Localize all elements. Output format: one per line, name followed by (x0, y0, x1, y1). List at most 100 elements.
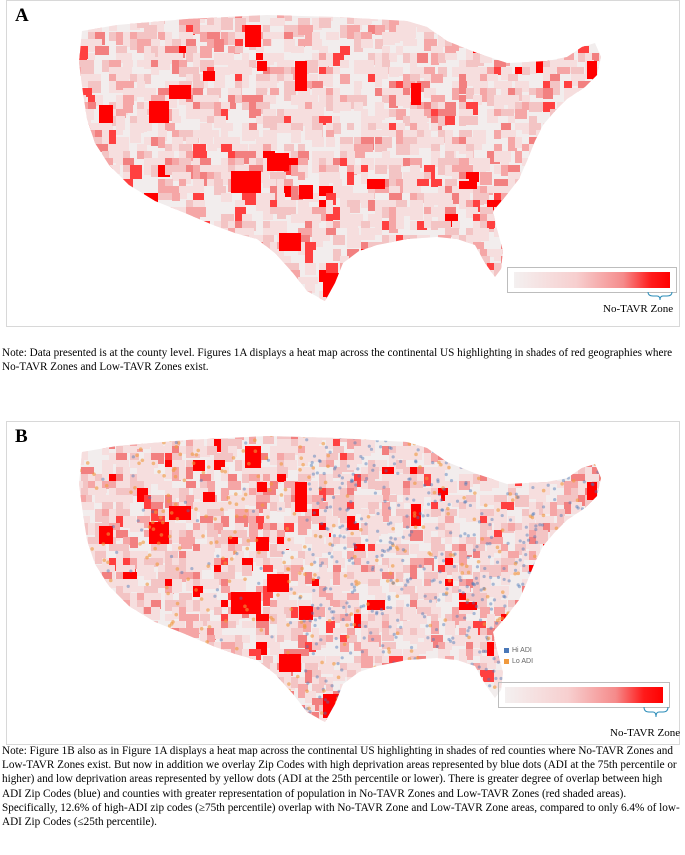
county-cell (396, 88, 408, 95)
lo-adi-dot (176, 702, 181, 707)
county-cell (200, 235, 213, 249)
county-cell (424, 705, 434, 713)
hi-adi-dot (492, 669, 496, 673)
county-cell (494, 32, 505, 44)
county-cell (445, 228, 455, 237)
lo-adi-dot (390, 564, 395, 568)
hi-adi-dot (591, 582, 595, 586)
county-cell (564, 18, 572, 26)
county-cell (67, 544, 76, 556)
hi-adi-dot (561, 478, 566, 483)
county-cell (109, 270, 121, 282)
hi-adi-dot (326, 700, 330, 704)
hi-adi-dot (436, 480, 440, 484)
hi-adi-dot (557, 552, 561, 556)
county-cell (494, 95, 508, 105)
hi-adi-dot (422, 615, 427, 619)
lo-adi-dot (513, 571, 517, 576)
county-cell (543, 18, 550, 32)
county-cell (445, 586, 452, 593)
county-cell (179, 235, 191, 246)
lo-adi-dot (328, 542, 332, 546)
county-cell (375, 109, 385, 120)
county-cell (606, 453, 613, 465)
county-cell (172, 15, 179, 20)
hi-adi-dot (311, 716, 315, 720)
lo-adi-dot (515, 495, 519, 500)
county-cell (172, 235, 179, 244)
county-cell (81, 165, 94, 175)
county-cell (109, 436, 122, 443)
lo-adi-dot (601, 463, 605, 467)
county-cell (354, 614, 361, 628)
county-cell (102, 15, 114, 23)
county-cell (79, 502, 81, 510)
county-cell (312, 32, 320, 42)
county-cell (494, 102, 504, 109)
county-cell (410, 593, 418, 604)
county-cell (424, 607, 437, 616)
county-cell (235, 158, 244, 168)
county-cell (585, 32, 599, 39)
county-cell (186, 88, 198, 97)
hi-adi-dot (428, 676, 432, 680)
lo-adi-dot (443, 702, 447, 707)
county-cell (158, 123, 168, 131)
lo-adi-dot (178, 452, 183, 457)
hi-adi-dot (533, 631, 537, 635)
county-cell (571, 565, 585, 577)
county-cell (165, 221, 179, 230)
hi-adi-dot (327, 551, 332, 556)
county-cell (221, 53, 234, 60)
county-cell (382, 670, 396, 684)
lo-adi-dot (285, 710, 290, 715)
county-cell (347, 523, 359, 532)
county-cell (137, 684, 145, 692)
county-cell (564, 460, 573, 469)
county-cell (445, 151, 454, 165)
county-cell (599, 123, 601, 130)
county-cell (564, 179, 575, 192)
county-cell (242, 102, 249, 110)
county-cell (116, 446, 123, 457)
county-cell (585, 453, 592, 466)
county-cell (242, 256, 251, 270)
county-cell (473, 249, 486, 256)
county-cell (277, 18, 285, 26)
county-cell (151, 291, 165, 298)
us-heat-map-b (67, 436, 613, 722)
county-cell (564, 95, 576, 107)
county-cell (116, 235, 124, 242)
lo-adi-dot (394, 545, 399, 550)
county-cell (515, 186, 525, 200)
hi-adi-dot (468, 489, 473, 493)
county-cell (550, 642, 560, 656)
lo-adi-dot (556, 551, 560, 556)
hi-adi-dot (91, 662, 95, 666)
hi-adi-dot (436, 478, 440, 482)
county-cell (67, 270, 75, 280)
county-cell (396, 712, 408, 722)
county-cell (480, 74, 487, 83)
county-cell (410, 474, 423, 481)
hi-adi-dot (407, 678, 411, 682)
county-cell (326, 488, 334, 496)
county-cell (79, 530, 82, 544)
county-cell (88, 263, 101, 271)
hi-adi-dot (319, 603, 323, 607)
county-cell (459, 691, 472, 700)
county-cell (123, 151, 130, 159)
county-cell (375, 691, 388, 704)
county-cell (242, 53, 249, 62)
county-cell (263, 25, 270, 36)
county-cell (88, 179, 100, 186)
lo-adi-dot (311, 577, 316, 582)
lo-adi-dot (214, 540, 219, 544)
hi-adi-dot (460, 694, 464, 698)
hi-adi-dot (169, 554, 174, 559)
county-cell (389, 158, 402, 165)
county-cell (438, 488, 448, 501)
hi-adi-dot (474, 576, 478, 580)
hi-adi-dot (446, 668, 450, 672)
county-cell (186, 256, 193, 264)
